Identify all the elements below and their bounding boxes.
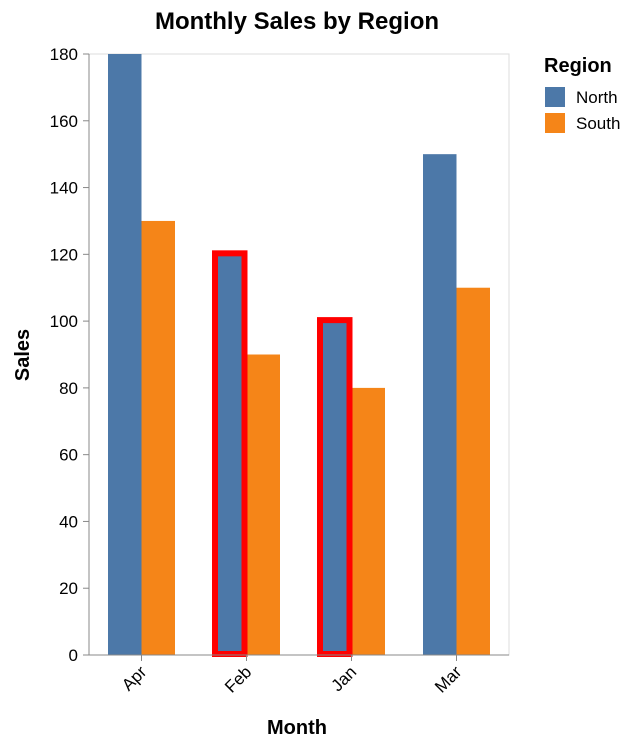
highlight-feb-north bbox=[212, 250, 248, 657]
legend-swatch-south bbox=[545, 113, 565, 133]
bar-feb-south bbox=[246, 354, 280, 655]
bar-jan-south bbox=[351, 387, 385, 655]
y-tick-label: 80 bbox=[59, 379, 78, 398]
y-tick-label: 100 bbox=[50, 312, 78, 331]
y-tick-label: 140 bbox=[50, 179, 78, 198]
legend-label-north: North bbox=[576, 88, 618, 107]
y-tick-label: 20 bbox=[59, 579, 78, 598]
bar-apr-south bbox=[141, 220, 175, 655]
legend-label-south: South bbox=[576, 114, 620, 133]
legend-swatch-north bbox=[545, 87, 565, 107]
highlight-jan-north bbox=[317, 317, 353, 657]
legend-title: Region bbox=[544, 55, 612, 77]
y-tick-label: 0 bbox=[69, 646, 78, 665]
y-tick-label: 120 bbox=[50, 245, 78, 264]
bar-apr-north bbox=[108, 54, 142, 655]
y-tick-label: 180 bbox=[50, 45, 78, 64]
bar-jan-north bbox=[318, 321, 352, 655]
x-tick-label: Feb bbox=[221, 662, 255, 696]
bar-mar-south bbox=[456, 287, 490, 655]
y-tick-label: 40 bbox=[59, 512, 78, 531]
chart-title: Monthly Sales by Region bbox=[155, 8, 439, 35]
y-tick-label: 160 bbox=[50, 112, 78, 131]
plot-area: 0 20 40 60 80 100 120 140 160 180 Apr Feb Jan Mar bbox=[50, 45, 510, 697]
x-tick-label: Apr bbox=[118, 662, 150, 694]
x-axis-title: Month bbox=[267, 717, 327, 739]
legend: Region North South bbox=[544, 55, 620, 133]
bar-feb-north bbox=[213, 254, 247, 656]
y-tick-label: 60 bbox=[59, 446, 78, 465]
x-tick-label: Mar bbox=[431, 662, 465, 696]
y-axis-title: Sales bbox=[12, 329, 34, 381]
x-tick-label: Jan bbox=[328, 662, 361, 695]
bar-mar-north bbox=[423, 154, 457, 655]
